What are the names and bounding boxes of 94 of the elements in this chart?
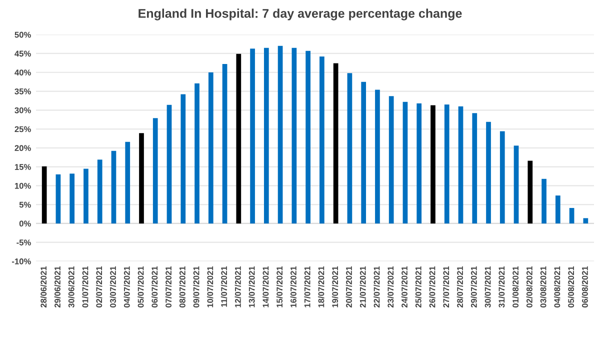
x-tick-label: 29/07/2021 <box>470 266 477 308</box>
x-tick-label: 06/08/2021 <box>582 266 588 308</box>
y-tick-label: 50% <box>14 32 31 38</box>
x-tick-label: 01/08/2021 <box>512 266 519 308</box>
bar <box>70 174 75 224</box>
bar <box>139 133 144 224</box>
x-tick-label: 11/07/2021 <box>220 266 228 307</box>
y-tick-label: 0% <box>19 220 31 227</box>
y-tick-label: -10% <box>12 258 31 264</box>
bar <box>555 196 560 224</box>
x-tick-label: 23/07/2021 <box>387 266 394 308</box>
bar <box>416 103 422 224</box>
x-tick-label: 08/07/2021 <box>179 266 186 308</box>
x-tick-label: 27/07/2021 <box>442 266 450 308</box>
x-tick-label: 26/07/2021 <box>429 266 436 308</box>
bar <box>458 106 464 224</box>
x-tick-label: 19/07/2021 <box>332 266 338 308</box>
y-tick-label: 20% <box>14 145 31 152</box>
x-tick-label: 03/08/2021 <box>540 266 546 308</box>
x-tick-label: 02/08/2021 <box>526 266 532 308</box>
bar <box>292 48 297 224</box>
bar <box>320 56 324 224</box>
y-tick-label: 45% <box>14 50 31 57</box>
bar <box>222 64 228 224</box>
x-tick-label: 09/07/2021 <box>193 266 200 308</box>
x-tick-label: 07/07/2021 <box>165 266 172 308</box>
bar <box>56 174 61 224</box>
bar <box>569 208 574 224</box>
bar <box>250 48 255 224</box>
bar <box>152 118 158 224</box>
bar <box>111 150 116 224</box>
x-tick-label: 20/07/2021 <box>346 266 352 308</box>
bar <box>444 104 450 224</box>
x-tick-label: 22/07/2021 <box>374 266 380 308</box>
x-tick-label: 03/07/2021 <box>110 266 116 308</box>
x-tick-label: 30/06/2021 <box>68 266 74 308</box>
x-tick-label: 29/06/2021 <box>54 266 61 308</box>
bar <box>528 160 533 224</box>
x-tick-label: 31/07/2021 <box>498 266 505 308</box>
bar <box>236 54 242 224</box>
bar <box>583 218 588 224</box>
bar <box>514 146 519 224</box>
bar <box>42 166 47 224</box>
bar <box>430 105 436 224</box>
y-tick-label: 35% <box>14 88 31 94</box>
bar <box>306 50 310 224</box>
x-tick-label: 06/07/2021 <box>151 266 158 308</box>
bar <box>361 82 366 224</box>
bar <box>180 94 186 224</box>
x-tick-label: 25/07/2021 <box>415 266 422 308</box>
x-tick-label: 14/07/2021 <box>262 266 269 308</box>
bar <box>542 178 546 224</box>
bar <box>125 142 130 224</box>
bar <box>375 90 380 224</box>
y-tick-label: 15% <box>14 164 31 170</box>
x-tick-label: 10/07/2021 <box>207 266 214 308</box>
x-tick-label: 05/07/2021 <box>138 266 144 308</box>
bar <box>208 72 214 224</box>
x-tick-label: 28/07/2021 <box>456 266 464 308</box>
x-tick-label: 13/07/2021 <box>248 266 255 308</box>
bar <box>388 96 394 224</box>
y-tick-label: 30% <box>14 107 31 114</box>
bar <box>194 83 200 224</box>
bar <box>347 73 352 224</box>
x-tick-label: 16/07/2021 <box>290 266 296 308</box>
x-tick-label: 01/07/2021 <box>82 266 88 308</box>
x-tick-label: 04/07/2021 <box>124 266 130 308</box>
x-tick-label: 04/08/2021 <box>554 266 560 308</box>
bar <box>500 131 505 224</box>
x-tick-label: 05/08/2021 <box>568 266 574 308</box>
x-tick-label: 18/07/2021 <box>318 266 324 308</box>
y-tick-label: 40% <box>14 70 31 76</box>
y-tick-label: 25% <box>14 126 31 132</box>
chart-title: England In Hospital: 7 day average percentage change <box>138 8 462 20</box>
bar <box>402 102 408 224</box>
x-tick-label: 30/07/2021 <box>484 266 491 308</box>
bar <box>264 48 269 224</box>
x-tick-label: 15/07/2021 <box>276 266 283 308</box>
bar <box>97 160 102 224</box>
bar <box>278 46 283 224</box>
x-tick-label: 24/07/2021 <box>401 266 408 308</box>
x-tick-label: 02/07/2021 <box>96 266 102 308</box>
bar <box>333 63 338 224</box>
y-tick-label: -5% <box>16 240 31 246</box>
x-tick-label: 12/07/2021 <box>234 266 241 308</box>
x-tick-label: 21/07/2021 <box>360 266 366 308</box>
bar <box>486 122 491 224</box>
y-tick-label: 5% <box>19 202 31 208</box>
bar <box>84 168 88 224</box>
x-tick-label: 28/06/2021 <box>40 266 47 308</box>
bar <box>472 113 478 224</box>
bar <box>166 104 172 224</box>
y-tick-label: 10% <box>14 182 31 189</box>
x-tick-label: 17/07/2021 <box>304 266 310 308</box>
